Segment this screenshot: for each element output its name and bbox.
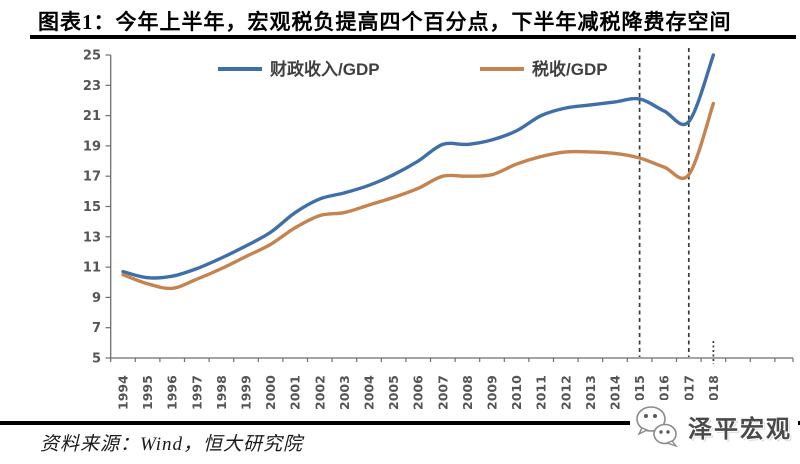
legend-label: 税收/GDP [532, 59, 608, 79]
x-tick-label: 2001 [288, 375, 303, 410]
x-tick-label: 1995 [140, 375, 155, 410]
title-underline [30, 35, 796, 39]
y-tick-label: 15 [83, 200, 101, 215]
chart-title: 图表1：今年上半年，宏观税负提高四个百分点，下半年减税降费存空间 [38, 10, 732, 34]
brand-logo-text: 泽平宏观 [688, 415, 792, 443]
x-tick-label: 2007 [435, 375, 450, 410]
y-tick-label: 21 [83, 109, 101, 124]
series-line-0 [121, 53, 716, 280]
x-tick-label: 1996 [165, 375, 180, 410]
x-tick-label: 2013 [583, 375, 598, 410]
y-tick-label: 5 [92, 352, 101, 367]
y-tick-label: 9 [92, 291, 101, 306]
x-tick-label: 2000 [263, 375, 278, 410]
source-note: 资料来源：Wind，恒大研究院 [40, 434, 304, 455]
x-tick-label: 2010 [509, 375, 524, 410]
legend: 财政收入/GDP 税收/GDP [218, 59, 608, 79]
x-tick-label: 2002 [312, 375, 327, 410]
y-tick-label: 11 [83, 261, 101, 276]
x-tick-label: 1994 [116, 375, 131, 410]
y-tick-label: 17 [83, 170, 101, 185]
x-tick-label: 2009 [485, 375, 500, 410]
x-tick-label: 1998 [214, 375, 229, 410]
y-axis-labels: 5 7 9 11 13 15 17 19 21 23 25 [83, 49, 101, 367]
wechat-icon [636, 406, 679, 448]
x-tick-label: 2006 [411, 375, 426, 410]
series-line-1 [121, 101, 716, 291]
x-tick-label: 2011 [534, 375, 549, 410]
x-tick-label: 2014 [608, 375, 623, 410]
x-tick-label: 2003 [337, 375, 352, 410]
x-tick-label: 2005 [386, 375, 401, 410]
y-tick-label: 19 [83, 139, 101, 154]
brand-logo: 泽平宏观 [630, 400, 798, 452]
x-tick-label: 1997 [189, 375, 204, 410]
y-tick-label: 7 [92, 321, 101, 336]
y-tick-label: 13 [83, 230, 101, 245]
x-tick-label: 2012 [558, 375, 573, 410]
x-tick-label: 2004 [362, 375, 377, 410]
bottom-divider [0, 421, 800, 425]
y-tick-label: 23 [83, 79, 101, 94]
y-tick-label: 25 [83, 49, 101, 64]
legend-label: 财政收入/GDP [269, 59, 380, 79]
x-tick-label: 1999 [239, 375, 254, 410]
dashed-annotation-lines [638, 48, 715, 364]
x-tick-label: 2008 [460, 375, 475, 410]
axes [105, 54, 794, 362]
